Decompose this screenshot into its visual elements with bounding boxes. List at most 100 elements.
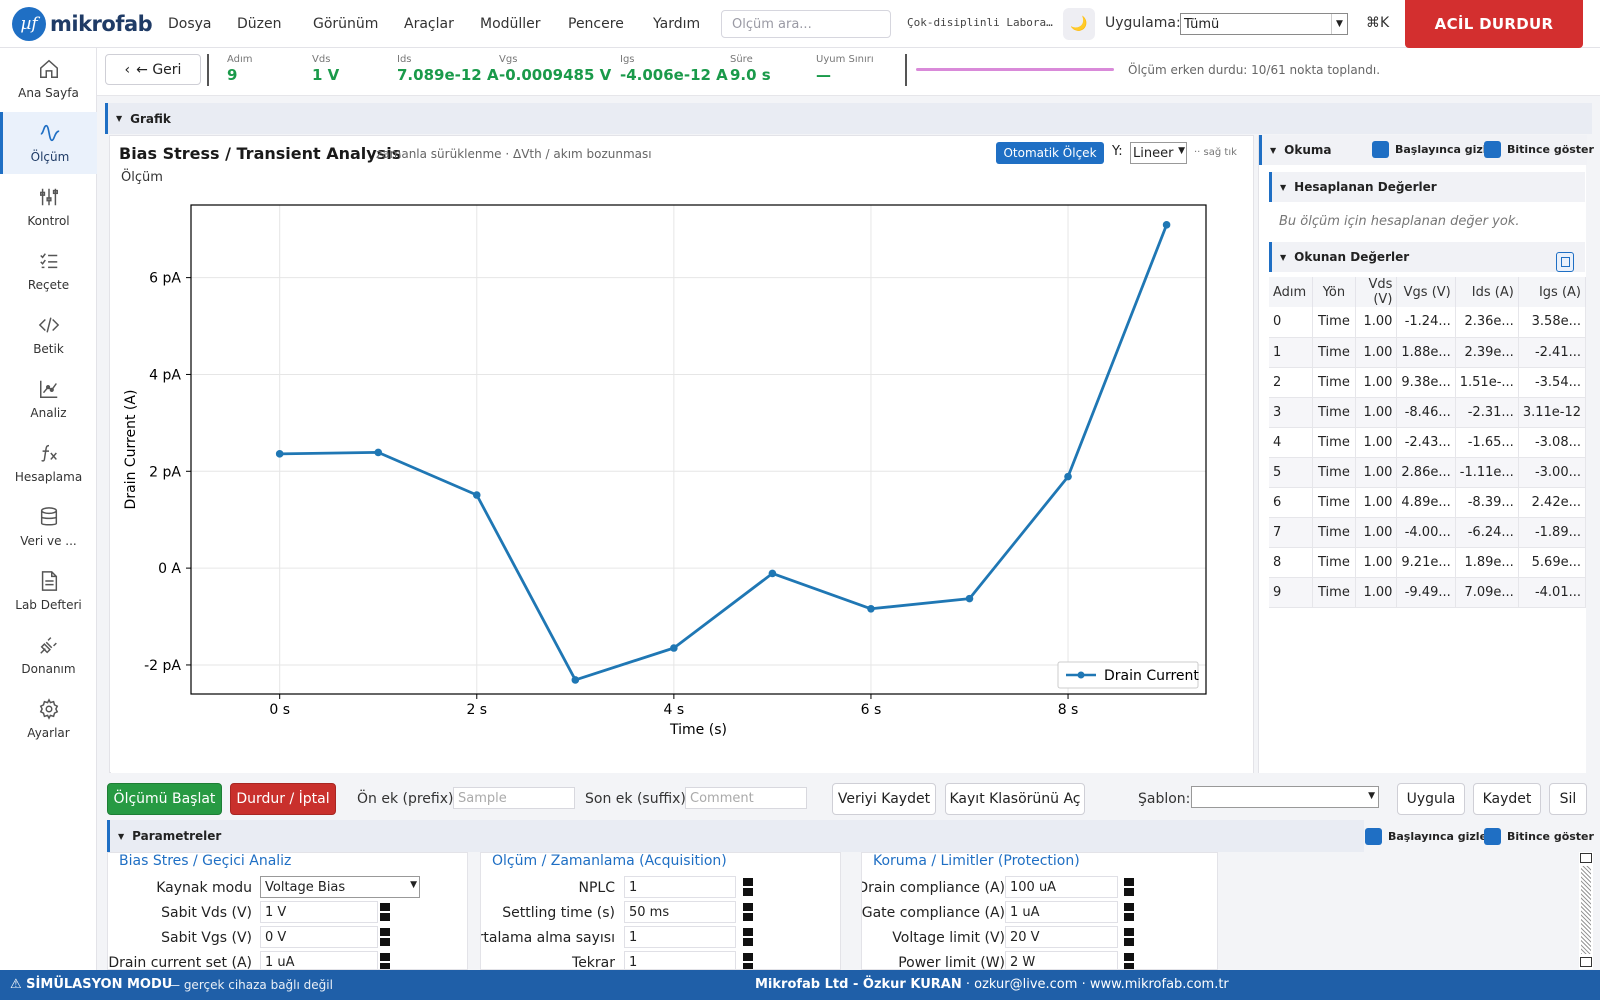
sidebar-item-data[interactable]: Veri ve ...	[0, 496, 97, 558]
data-point[interactable]	[275, 450, 284, 458]
copy-table-button[interactable]	[1556, 252, 1574, 272]
sidebar-item-home[interactable]: Ana Sayfa	[0, 48, 97, 110]
footer-website-link[interactable]: www.mikrofab.com.tr	[1089, 977, 1229, 992]
table-row[interactable]: 2 Time 1.00 9.38e... 1.51e-... -3.54...	[1269, 367, 1587, 398]
drain-current-chart[interactable]: 0 s 2 s 4 s 6 s 8 s -2 pA 0 A 2 pA 4 pA 6 pA Time…	[111, 189, 1253, 773]
data-point[interactable]	[472, 491, 481, 499]
menu-gorunum[interactable]: Görünüm	[313, 16, 379, 32]
power-limit-input[interactable]: 2 W	[1005, 951, 1118, 969]
menu-moduller[interactable]: Modüller	[480, 16, 541, 32]
table-column-header[interactable]: Vds (V)	[1355, 277, 1398, 307]
table-column-header[interactable]: Adım	[1269, 277, 1314, 307]
table-row[interactable]: 0 Time 1.00 -1.24... 2.36e... 3.58e...	[1269, 307, 1587, 338]
auto-scale-button[interactable]: Otomatik Ölçek	[996, 142, 1104, 164]
spin-buttons[interactable]	[1124, 953, 1134, 969]
data-point[interactable]	[768, 569, 777, 578]
drain-compliance-input[interactable]: 100 uA	[1005, 876, 1118, 898]
parameters-header[interactable]: ▼ Parametreler	[107, 820, 1364, 852]
table-row[interactable]: 4 Time 1.00 -2.43... -1.65... -3.08...	[1269, 427, 1587, 458]
spin-buttons[interactable]	[743, 928, 753, 946]
sidebar-item-calculation[interactable]: Hesaplama	[0, 432, 97, 494]
spin-buttons[interactable]	[380, 928, 390, 946]
save-data-button[interactable]: Veriyi Kaydet	[832, 783, 936, 815]
table-row[interactable]: 6 Time 1.00 4.89e... -8.39... 2.42e...	[1269, 487, 1587, 518]
graph-section-header[interactable]: ▼ Grafik	[105, 103, 1592, 134]
prefix-input[interactable]	[453, 787, 575, 809]
sidebar-item-settings[interactable]: Ayarlar	[0, 688, 97, 750]
stop-cancel-button[interactable]: Durdur / İptal	[230, 783, 336, 815]
menu-pencere[interactable]: Pencere	[568, 16, 624, 32]
params-scrollbar[interactable]	[1579, 852, 1593, 969]
sidebar-item-control[interactable]: Kontrol	[0, 176, 97, 238]
tab-measurement[interactable]: Ölçüm	[121, 170, 163, 185]
data-point[interactable]	[374, 448, 383, 457]
apply-template-button[interactable]: Uygula	[1397, 783, 1465, 815]
repeat-input[interactable]: 1	[624, 951, 736, 969]
spin-buttons[interactable]	[1124, 928, 1134, 946]
readings-header[interactable]: ▼ Okuma	[1259, 135, 1587, 165]
const-vds-input[interactable]: 1 V	[260, 901, 378, 923]
suffix-input[interactable]	[685, 787, 807, 809]
open-save-folder-button[interactable]: Kayıt Klasörünü Aç	[945, 783, 1085, 815]
spin-buttons[interactable]	[1124, 903, 1134, 921]
averaging-count-input[interactable]: 1	[624, 926, 736, 948]
hide-on-start-checkbox[interactable]: Başlayınca gizle	[1372, 141, 1494, 158]
table-column-header[interactable]: Yön	[1312, 277, 1356, 307]
sidebar-item-measurement[interactable]: Ölçüm	[0, 112, 97, 174]
sidebar-item-analysis[interactable]: Analiz	[0, 368, 97, 430]
spin-buttons[interactable]	[743, 953, 753, 969]
data-point[interactable]	[670, 644, 678, 652]
table-column-header[interactable]: Vgs (V)	[1396, 277, 1456, 307]
table-row[interactable]: 7 Time 1.00 -4.00... -6.24... -1.89...	[1269, 517, 1587, 548]
search-input[interactable]	[721, 10, 891, 38]
gate-compliance-input[interactable]: 1 uA	[1005, 901, 1118, 923]
footer-email-link[interactable]: ozkur@live.com	[974, 977, 1078, 992]
show-on-finish-checkbox[interactable]: Bitince göster	[1484, 141, 1594, 158]
scroll-up-button[interactable]	[1580, 853, 1592, 863]
sidebar-item-recipe[interactable]: Reçete	[0, 240, 97, 302]
table-row[interactable]: 9 Time 1.00 -9.49... 7.09e... -4.01...	[1269, 577, 1587, 608]
params-hide-on-start-checkbox[interactable]: Başlayınca gizle	[1365, 828, 1487, 845]
data-point[interactable]	[571, 676, 580, 684]
table-column-header[interactable]: Ids (A)	[1455, 277, 1519, 307]
table-row[interactable]: 1 Time 1.00 1.88e... 2.39e... -2.41...	[1269, 337, 1587, 368]
menu-dosya[interactable]: Dosya	[168, 16, 212, 32]
app-logo[interactable]: µf mikrofab	[12, 7, 153, 41]
menu-yardim[interactable]: Yardım	[653, 16, 701, 32]
table-column-header[interactable]: Igs (A)	[1518, 277, 1587, 307]
data-point[interactable]	[965, 594, 974, 603]
computed-values-header[interactable]: ▼ Hesaplanan Değerler	[1269, 172, 1585, 202]
scroll-track[interactable]	[1581, 866, 1591, 954]
data-point[interactable]	[867, 604, 875, 613]
back-button[interactable]: ‹ ← Geri	[105, 54, 201, 85]
spin-buttons[interactable]	[380, 953, 390, 969]
voltage-limit-input[interactable]: 20 V	[1005, 926, 1118, 948]
theme-toggle-button[interactable]: 🌙	[1063, 8, 1095, 40]
data-point[interactable]	[1162, 221, 1171, 229]
nplc-input[interactable]: 1	[624, 876, 736, 898]
scroll-down-button[interactable]	[1580, 957, 1592, 967]
delete-template-button[interactable]: Sil	[1549, 783, 1587, 815]
spin-buttons[interactable]	[1124, 878, 1134, 896]
sidebar-item-script[interactable]: Betik	[0, 304, 97, 366]
sidebar-item-hardware[interactable]: Donanım	[0, 624, 97, 686]
save-template-button[interactable]: Kaydet	[1473, 783, 1541, 815]
emergency-stop-button[interactable]: ACİL DURDUR	[1405, 0, 1583, 48]
drain-current-set-input[interactable]: 1 uA	[260, 951, 378, 969]
spin-buttons[interactable]	[743, 878, 753, 896]
read-values-header[interactable]: ▼ Okunan Değerler	[1269, 242, 1585, 272]
y-scale-select[interactable]: Lineer ▼	[1130, 142, 1187, 164]
menu-araclar[interactable]: Araçlar	[404, 16, 454, 32]
menu-duzen[interactable]: Düzen	[237, 16, 282, 32]
settling-time-input[interactable]: 50 ms	[624, 901, 736, 923]
app-filter-select[interactable]: Tümü ▼	[1180, 13, 1348, 35]
sidebar-item-lab-notebook[interactable]: Lab Defteri	[0, 560, 97, 622]
params-show-on-finish-checkbox[interactable]: Bitince göster	[1484, 828, 1594, 845]
table-row[interactable]: 8 Time 1.00 9.21e... 1.89e... 5.69e...	[1269, 547, 1587, 578]
template-select[interactable]: ▼	[1191, 786, 1379, 808]
command-palette-shortcut[interactable]: ⌘K	[1366, 15, 1390, 31]
spin-buttons[interactable]	[743, 903, 753, 921]
const-vgs-input[interactable]: 0 V	[260, 926, 378, 948]
table-row[interactable]: 3 Time 1.00 -8.46... -2.31... 3.11e-12	[1269, 397, 1587, 428]
spin-buttons[interactable]	[380, 903, 390, 921]
